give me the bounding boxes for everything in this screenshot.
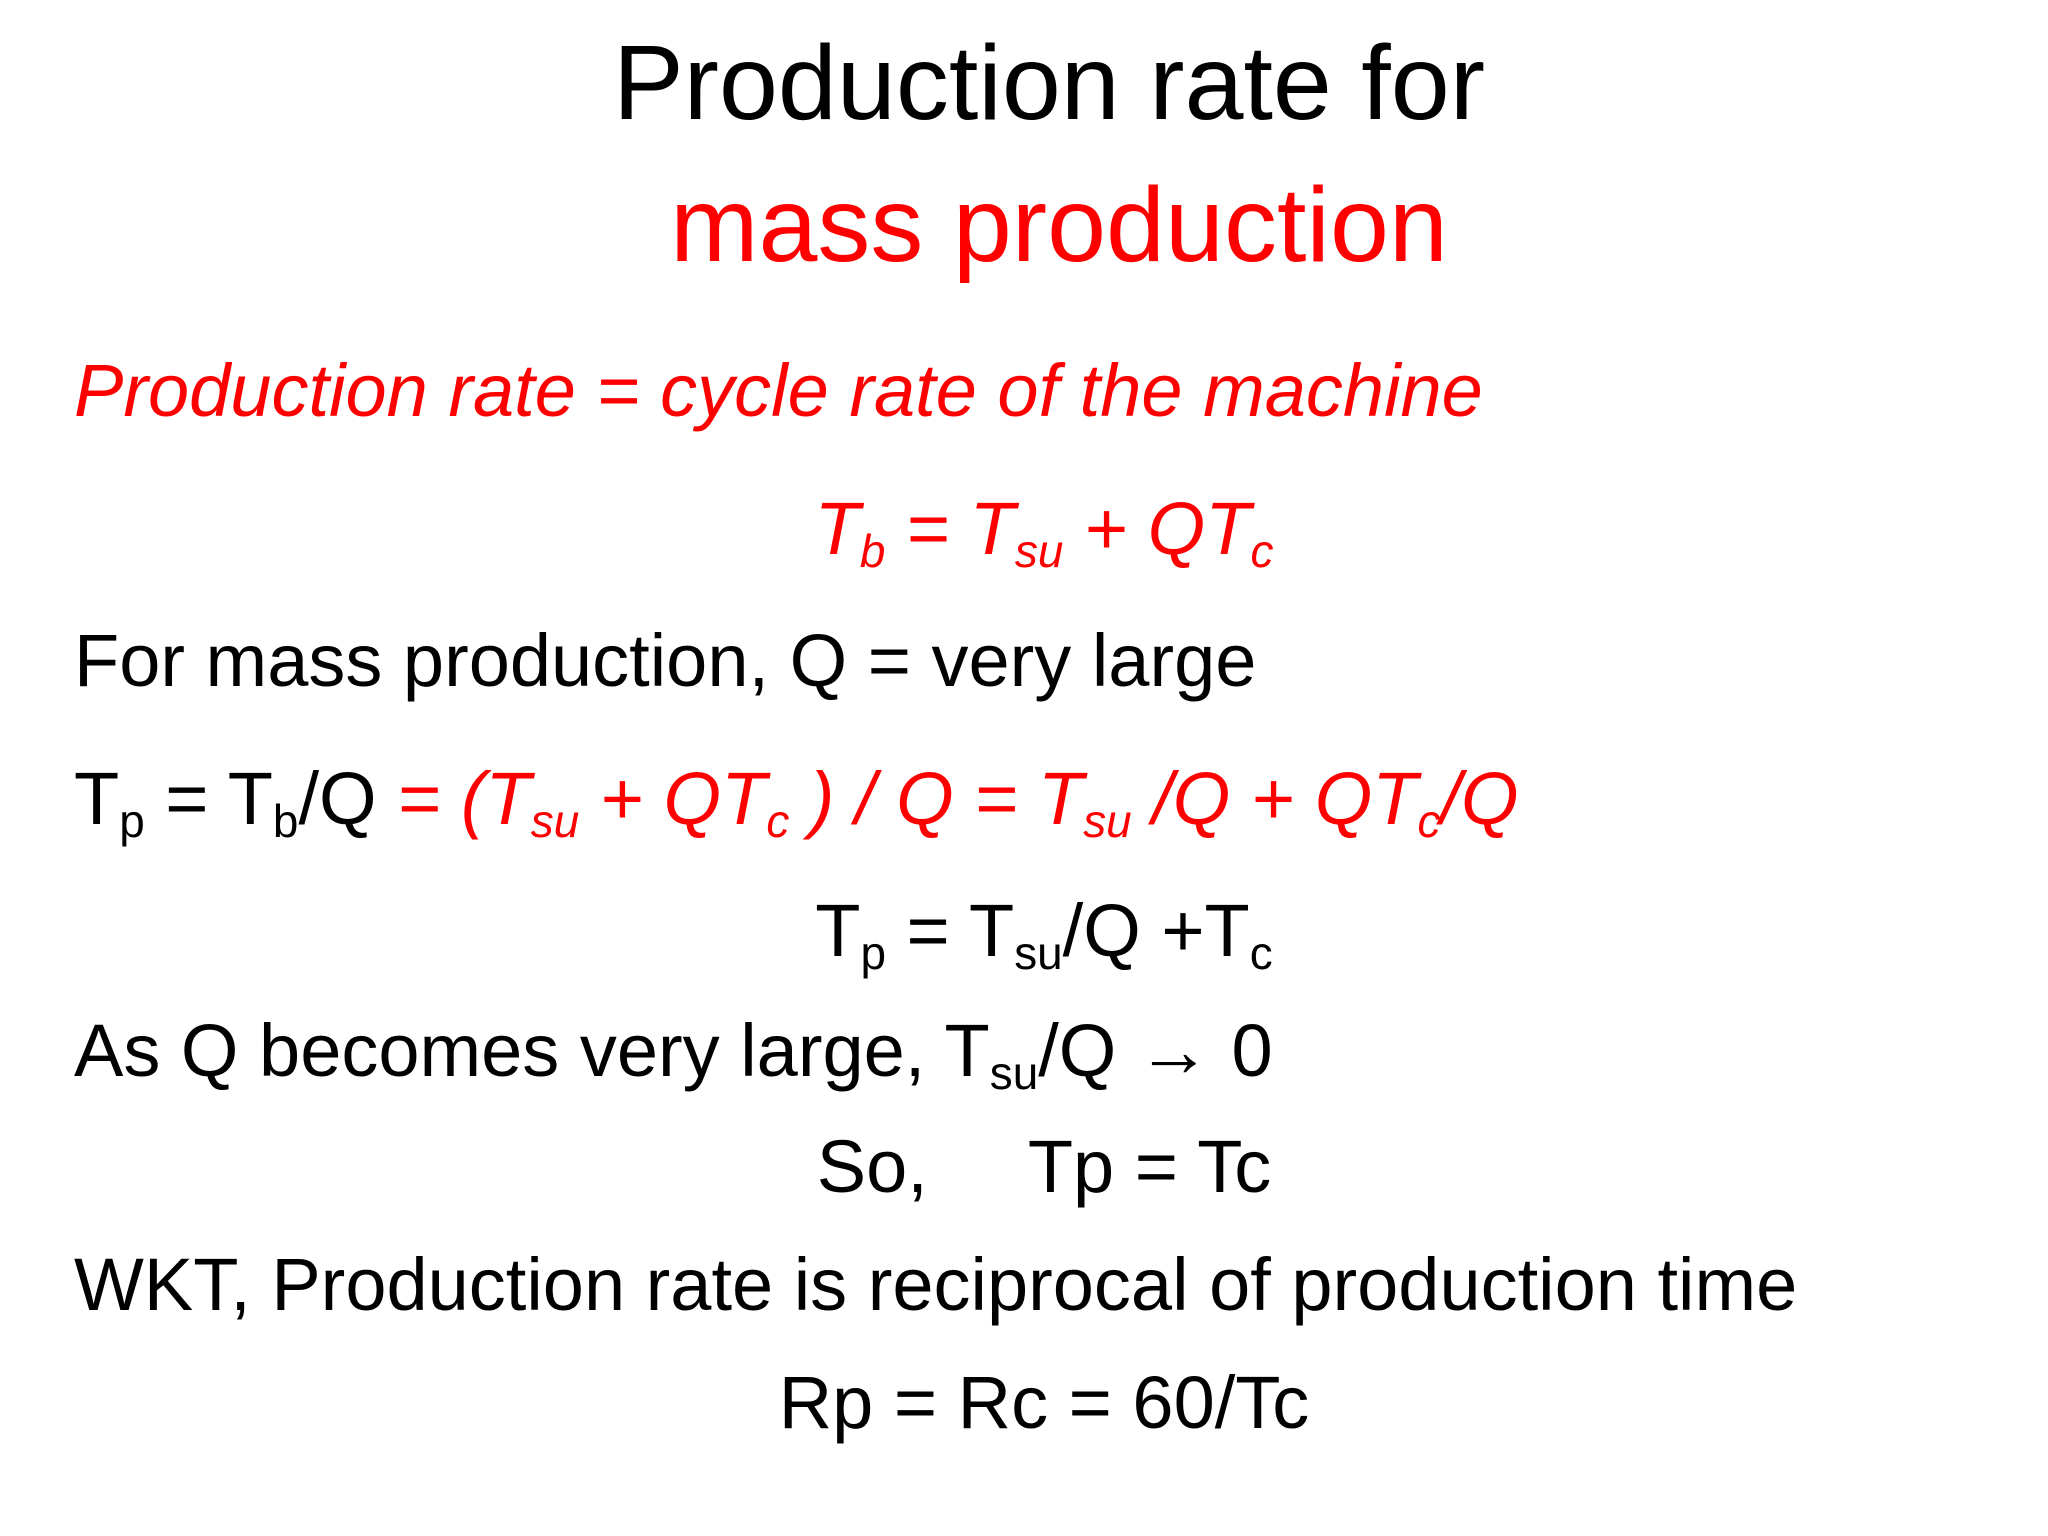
conclusion-so: So, xyxy=(816,1125,928,1208)
production-rate-equation: Rp = Rc = 60/Tc xyxy=(778,1361,1310,1444)
slide-title-line2: mass production xyxy=(670,166,1448,284)
eq3-sub-b: su xyxy=(1014,926,1063,979)
eq3-part-c: /Q +T xyxy=(1062,889,1250,972)
eq1-part-c: + QT xyxy=(1063,487,1251,570)
reciprocal-statement: WKT, Production rate is reciprocal of pr… xyxy=(74,1243,1798,1326)
eq3-part-b: = T xyxy=(886,889,1015,972)
eq3-sub-c: c xyxy=(1249,926,1273,979)
eq1-sub-c: c xyxy=(1250,524,1274,577)
eq2-r3: ) / Q = T xyxy=(789,757,1084,840)
line6-part-b: /Q xyxy=(1038,1009,1137,1092)
line6-sub-a: su xyxy=(989,1046,1039,1099)
eq2-r2: + QT xyxy=(579,757,767,840)
right-arrow-icon: → xyxy=(1136,1009,1211,1092)
line6-part-c: 0 xyxy=(1210,1009,1273,1092)
eq2-p2-sub: b xyxy=(272,794,299,847)
limit-statement: As Q becomes very large, Tsu/Q → 0 xyxy=(74,1014,1273,1096)
conclusion-equation: So, Tp = Tc xyxy=(0,1130,2048,1204)
eq2-p3: /Q xyxy=(298,757,398,840)
eq2-r5: /Q xyxy=(1440,757,1519,840)
eq2-r4-sub: c xyxy=(1417,794,1441,847)
eq3-part-a: T xyxy=(815,889,861,972)
production-rate-definition: Production rate = cycle rate of the mach… xyxy=(74,349,1483,432)
eq2-p1: T xyxy=(74,757,120,840)
eq1-sub-b: su xyxy=(1014,524,1064,577)
eq2-p2: = T xyxy=(144,757,273,840)
eq2-r3-sub: su xyxy=(1083,794,1132,847)
mass-production-condition: For mass production, Q = very large xyxy=(74,619,1257,702)
eq2-red-segment: = (Tsu + QTc ) / Q = Tsu /Q + QTc/Q xyxy=(397,757,1519,844)
eq2-r4: /Q + QT xyxy=(1131,757,1418,840)
eq2-p1-sub: p xyxy=(119,794,145,847)
conclusion-tp-tc: Tp = Tc xyxy=(1027,1125,1272,1208)
eq2-r1-sub: su xyxy=(530,794,580,847)
eq1-sub-a: b xyxy=(859,524,886,577)
slide-title-line1: Production rate for xyxy=(612,24,1485,142)
eq2-r1: = (T xyxy=(397,757,531,840)
eq1-part-a: T xyxy=(814,487,860,570)
line6-part-a: As Q becomes very large, T xyxy=(74,1009,990,1092)
eq2-r2-sub: c xyxy=(766,794,790,847)
production-time-derivation: Tp = Tb/Q = (Tsu + QTc ) / Q = Tsu /Q + … xyxy=(74,762,1519,844)
batch-time-equation: Tb = Tsu + QTc xyxy=(0,492,2048,574)
eq3-sub-a: p xyxy=(860,926,886,979)
eq1-part-b: = T xyxy=(885,487,1015,570)
production-time-equation: Tp = Tsu/Q +Tc xyxy=(0,894,2048,976)
